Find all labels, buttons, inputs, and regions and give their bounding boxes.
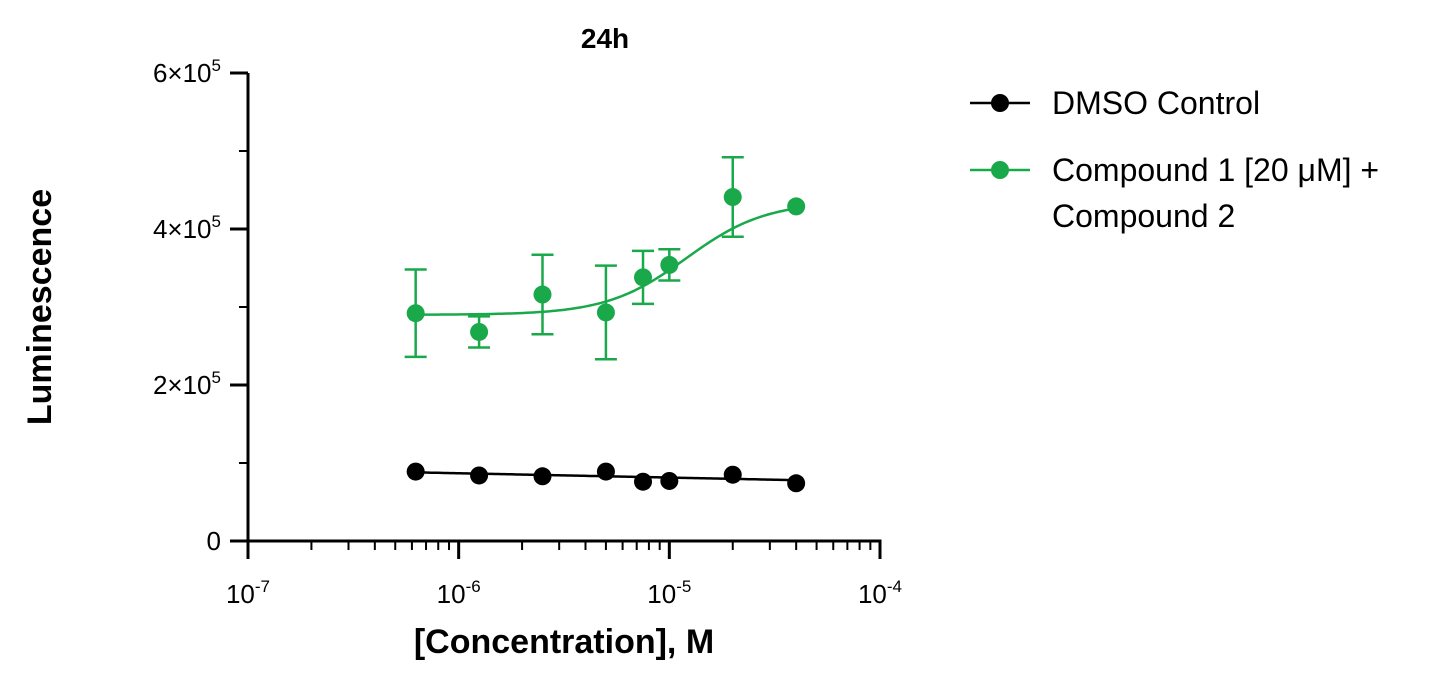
y-tick-label: 0	[207, 526, 221, 556]
legend: DMSO Control Compound 1 [20 μM] + Compound…	[970, 85, 1379, 234]
data-point	[470, 466, 489, 485]
y-tick-label: 6×105	[153, 56, 221, 88]
series-1	[404, 155, 806, 361]
x-tick-label: 10-4	[858, 577, 902, 609]
x-tick-label: 10-5	[647, 577, 691, 609]
legend-marker	[991, 161, 1009, 179]
data-point	[634, 472, 653, 491]
data-point	[406, 462, 425, 481]
data-point	[596, 462, 615, 481]
x-tick-label: 10-6	[437, 577, 481, 609]
legend-marker	[991, 94, 1009, 112]
data-point	[470, 322, 489, 341]
data-point	[723, 465, 742, 484]
data-point	[787, 197, 806, 216]
plot-area	[404, 155, 806, 493]
data-point	[406, 304, 425, 323]
y-tick-label: 2×105	[153, 368, 221, 400]
legend-label: Compound 2	[1052, 198, 1235, 234]
data-point	[533, 285, 552, 304]
data-point	[596, 303, 615, 322]
data-point	[533, 467, 552, 486]
chart-title: 24h	[581, 23, 629, 54]
data-point	[660, 255, 679, 274]
legend-label: DMSO Control	[1052, 85, 1260, 121]
data-point	[787, 474, 806, 493]
y-tick-label: 4×105	[153, 212, 221, 244]
data-point	[723, 188, 742, 207]
data-point	[634, 268, 653, 287]
x-tick-label: 10-7	[226, 577, 270, 609]
legend-label: Compound 1 [20 μM] +	[1052, 152, 1379, 188]
x-axis-label: [Concentration], M	[414, 623, 714, 661]
series-0	[406, 462, 806, 493]
data-point	[660, 471, 679, 490]
y-axis-label: Luminescence	[21, 189, 59, 425]
axes: 10-7 10-6 10-5 10-4 0 2×105 4×105 6×105	[153, 56, 902, 609]
